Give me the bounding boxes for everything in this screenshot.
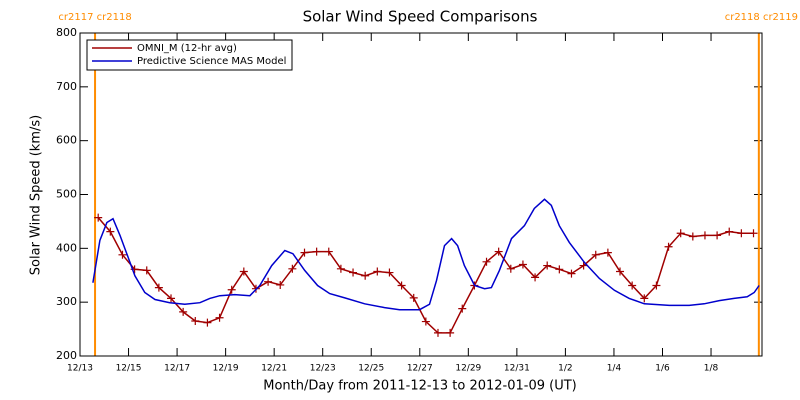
data-point xyxy=(142,266,151,275)
legend-label: Predictive Science MAS Model xyxy=(137,56,286,67)
data-point xyxy=(154,283,163,292)
x-tick-label: 1/2 xyxy=(558,364,572,374)
plot-frame xyxy=(79,32,763,357)
chart-title: Solar Wind Speed Comparisons xyxy=(303,8,538,26)
y-tick-label: 400 xyxy=(56,241,77,254)
data-point xyxy=(118,250,127,259)
data-point xyxy=(579,261,588,270)
data-point xyxy=(203,318,212,327)
data-point xyxy=(94,213,103,222)
data-point xyxy=(591,250,600,259)
rotation-label: cr2118 cr2119 xyxy=(725,12,798,23)
x-tick-label: 12/17 xyxy=(164,364,190,374)
y-tick-label: 300 xyxy=(56,295,77,308)
data-point xyxy=(397,281,406,290)
data-point xyxy=(628,281,637,290)
data-point xyxy=(664,242,673,251)
data-point xyxy=(555,265,564,274)
data-point xyxy=(458,304,467,313)
x-tick-label: 12/27 xyxy=(407,364,433,374)
y-tick-label: 200 xyxy=(56,349,77,362)
y-tick-label: 500 xyxy=(56,188,77,201)
data-point xyxy=(336,264,345,273)
rotation-label: cr2117 cr2118 xyxy=(58,12,131,23)
data-point xyxy=(737,229,746,238)
y-axis-title: Solar Wind Speed (km/s) xyxy=(29,115,44,275)
data-point xyxy=(494,247,503,256)
data-point xyxy=(446,328,455,337)
data-point xyxy=(531,273,540,282)
x-tick-label: 1/8 xyxy=(704,364,719,374)
x-tick-label: 12/25 xyxy=(358,364,384,374)
data-point xyxy=(179,307,188,316)
data-point xyxy=(567,269,576,278)
x-axis-title: Month/Day from 2011-12-13 to 2012-01-09 … xyxy=(263,379,576,394)
data-point xyxy=(312,247,321,256)
data-point xyxy=(361,271,370,280)
data-point xyxy=(616,267,625,276)
y-tick-label: 700 xyxy=(56,80,77,93)
data-point xyxy=(713,231,722,240)
data-point xyxy=(506,264,515,273)
legend-label: OMNI_M (12-hr avg) xyxy=(137,43,237,54)
x-tick-label: 1/4 xyxy=(607,364,622,374)
data-point xyxy=(482,257,491,266)
x-tick-label: 12/15 xyxy=(116,364,142,374)
data-point xyxy=(543,261,552,270)
data-point xyxy=(106,227,115,236)
data-point xyxy=(349,268,358,277)
data-point xyxy=(300,248,309,257)
data-point xyxy=(191,317,200,326)
x-tick-label: 1/6 xyxy=(655,364,670,374)
data-point xyxy=(749,229,758,238)
data-point xyxy=(433,328,442,337)
y-tick-label: 800 xyxy=(56,26,77,39)
data-point xyxy=(640,294,649,303)
data-point xyxy=(700,231,709,240)
data-point xyxy=(167,294,176,303)
data-point xyxy=(409,293,418,302)
data-point xyxy=(288,264,297,273)
x-tick-label: 12/19 xyxy=(213,364,239,374)
x-tick-label: 12/29 xyxy=(455,364,481,374)
data-point xyxy=(215,313,224,322)
data-point xyxy=(603,248,612,257)
y-tick-label: 600 xyxy=(56,134,77,147)
x-tick-label: 12/23 xyxy=(310,364,336,374)
data-point xyxy=(239,267,248,276)
data-point xyxy=(676,229,685,238)
data-point xyxy=(518,260,527,269)
data-point xyxy=(264,277,273,286)
x-tick-label: 12/31 xyxy=(504,364,530,374)
data-point xyxy=(324,247,333,256)
data-point xyxy=(725,227,734,236)
series-line xyxy=(92,198,760,311)
data-point xyxy=(652,281,661,290)
legend-box xyxy=(86,39,293,71)
x-tick-label: 12/21 xyxy=(261,364,287,374)
data-point xyxy=(688,232,697,241)
data-point xyxy=(373,267,382,276)
data-point xyxy=(421,317,430,326)
data-point xyxy=(385,268,394,277)
data-point xyxy=(227,285,236,294)
data-point xyxy=(276,280,285,289)
x-tick-label: 12/13 xyxy=(67,364,93,374)
